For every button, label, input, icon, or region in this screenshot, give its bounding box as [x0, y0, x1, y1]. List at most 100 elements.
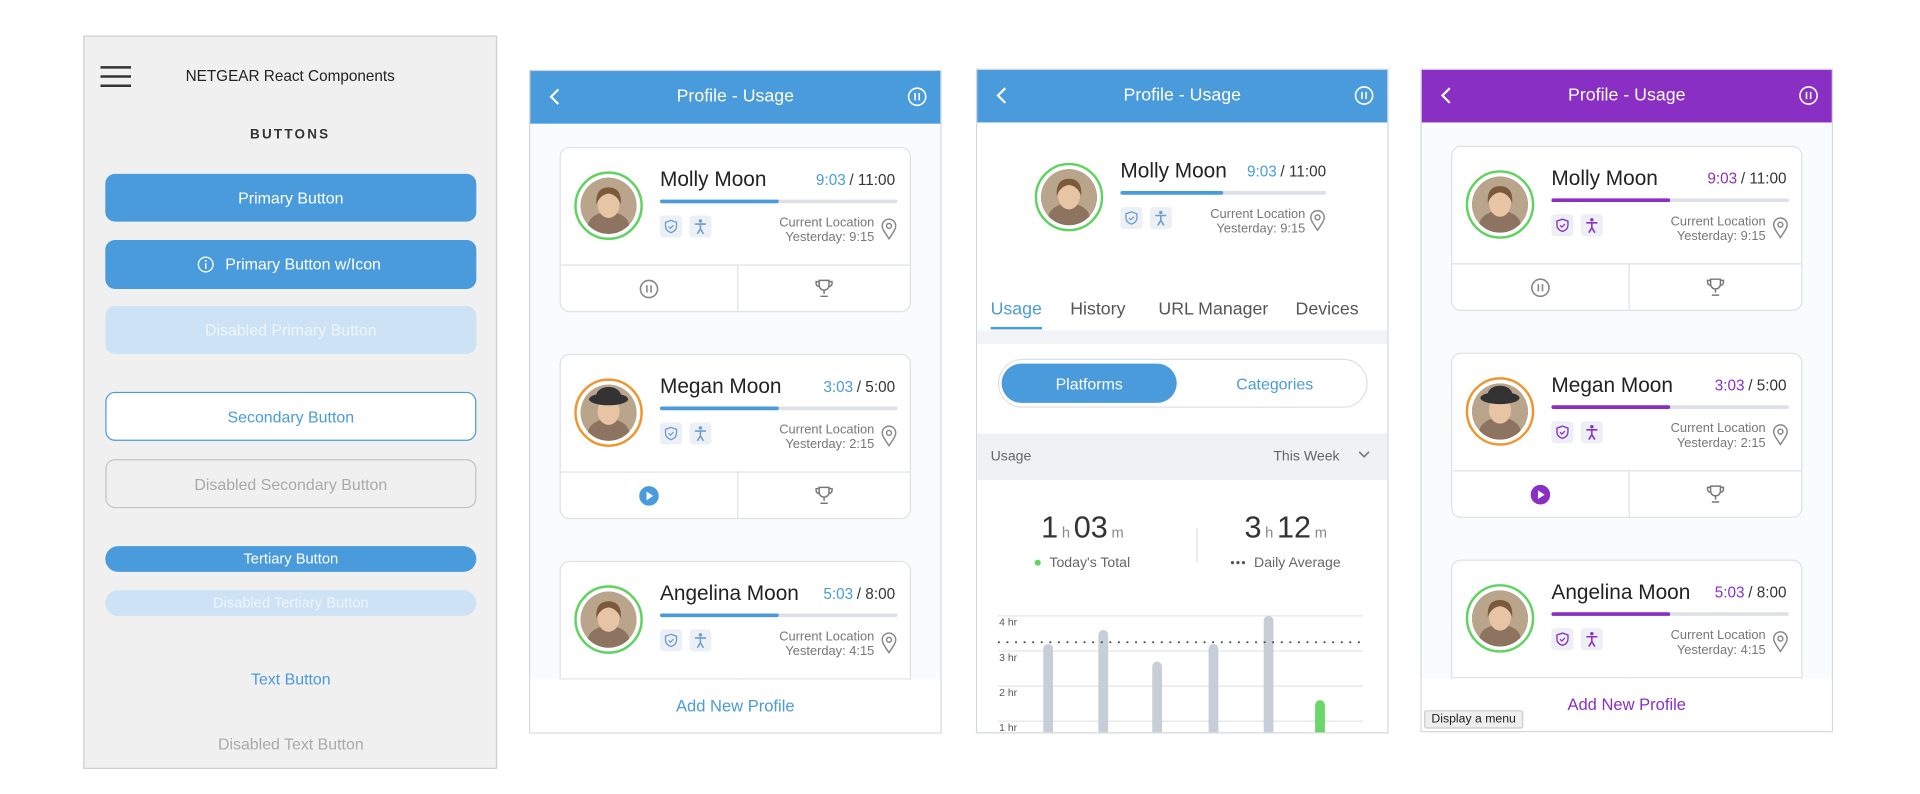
button[interactable]: Secondary Button: [105, 391, 477, 441]
icon-part: [694, 219, 706, 235]
play-button[interactable]: [1530, 484, 1550, 505]
icon-part: [815, 486, 834, 505]
time-limit: / 5:00: [856, 378, 896, 396]
location-label: Current Location: [1670, 214, 1766, 229]
time-usage: 5:03/ 8:00: [823, 585, 895, 602]
icon-part: [1530, 278, 1550, 298]
button[interactable]: Text Button: [105, 665, 476, 694]
icon-part: [1772, 424, 1788, 446]
icon-part: [698, 426, 703, 430]
icon-part: [694, 223, 706, 235]
icon-part: [1586, 222, 1598, 234]
trophy-button[interactable]: [1706, 277, 1726, 297]
icon-part: [1772, 424, 1788, 446]
icon-part: [1556, 632, 1569, 647]
location-pin: [1772, 631, 1789, 653]
tab[interactable]: Usage: [990, 300, 1042, 320]
toggle-option[interactable]: Platforms: [1055, 374, 1123, 394]
icon-part: [1487, 385, 1512, 403]
profile-name: Molly Moon: [1120, 159, 1227, 183]
button-label: Tertiary Button: [243, 549, 339, 567]
icon-part: [1354, 86, 1374, 105]
add-profile-button[interactable]: Add New Profile: [676, 696, 795, 716]
icon-part: [664, 219, 678, 234]
progress-fill: [660, 199, 779, 204]
icon-part: [1586, 218, 1598, 234]
pause-all-button[interactable]: [1799, 86, 1819, 106]
icon-part: [1586, 425, 1598, 441]
trophy-button[interactable]: [815, 485, 835, 505]
y-tick-label: 1 hr: [999, 723, 1017, 733]
shield-badge: [1551, 214, 1574, 237]
icon-part: [549, 88, 560, 105]
icon-part: [1586, 635, 1598, 647]
button[interactable]: Primary Button: [105, 173, 477, 222]
screen-title: Profile - Usage: [1123, 85, 1241, 106]
icon-part: [881, 632, 897, 654]
icon-part: [698, 219, 703, 223]
play-button[interactable]: [638, 486, 659, 506]
progress-track: [1120, 191, 1327, 195]
avatar: [574, 585, 643, 654]
icon-part: [595, 600, 621, 618]
dots-icon: [1231, 560, 1246, 566]
tab[interactable]: URL Manager: [1158, 300, 1269, 320]
button[interactable]: Tertiary Button: [105, 546, 477, 572]
usage-bar: Usage This Week: [977, 433, 1388, 481]
last-seen: Yesterday: 9:15: [1216, 221, 1306, 237]
add-profile-button[interactable]: Add New Profile: [1567, 695, 1686, 714]
pause-all-button[interactable]: [1354, 86, 1374, 106]
icon-part: [549, 88, 560, 105]
button[interactable]: Disabled Text Button: [105, 730, 476, 759]
icon-part: [1242, 561, 1246, 565]
location-pin: [880, 632, 897, 654]
icon-part: [1358, 451, 1370, 458]
tab[interactable]: Devices: [1295, 300, 1359, 320]
last-seen: Yesterday: 2:15: [785, 437, 875, 452]
icon-part: [1556, 425, 1569, 440]
pause-button[interactable]: [1530, 278, 1550, 298]
bar: [1152, 661, 1163, 733]
time-usage: 3:03/ 5:00: [1715, 377, 1787, 394]
period-select[interactable]: This Week: [1273, 449, 1340, 465]
profile-screen: Profile - Usage Molly Moon 9:03/ 11:00 Curr…: [528, 69, 942, 734]
minute-unit: m: [1314, 524, 1327, 542]
icon-part: [1155, 210, 1167, 226]
pause-button[interactable]: [639, 279, 659, 299]
profile-name: Megan Moon: [660, 374, 782, 398]
button[interactable]: Disabled Secondary Button: [105, 459, 477, 509]
back-button[interactable]: [996, 86, 1008, 106]
trophy-button[interactable]: [1706, 484, 1726, 504]
back-button[interactable]: [549, 87, 561, 107]
location-pin: [880, 218, 897, 241]
tab[interactable]: History: [1070, 300, 1126, 320]
info-icon: [197, 256, 214, 273]
components-panel: NETGEAR React Components BUTTONS Primary B…: [83, 35, 498, 769]
icon-part: [885, 222, 893, 230]
section-title: BUTTONS: [250, 127, 331, 143]
toggle-option[interactable]: Categories: [1236, 374, 1314, 394]
usage-chart: 1 hr 2 hr 3 hr 4 hr: [997, 615, 1363, 733]
person-badge: [689, 422, 712, 445]
menu-icon[interactable]: [100, 65, 132, 88]
back-button[interactable]: [1440, 86, 1452, 106]
time-limit: / 8:00: [1748, 584, 1787, 602]
icon-part: [1707, 278, 1725, 296]
icon-part: [587, 418, 629, 441]
button[interactable]: Primary Button w/Icon: [105, 240, 477, 289]
button[interactable]: Disabled Primary Button: [105, 306, 477, 354]
button-label: Disabled Secondary Button: [194, 475, 388, 494]
time-used: 3:03: [823, 378, 854, 396]
trophy-button[interactable]: [815, 278, 835, 298]
icon-part: [1777, 221, 1784, 228]
last-seen: Yesterday: 9:15: [1676, 228, 1766, 244]
total-label: Daily Average: [1188, 556, 1384, 571]
y-tick-label: 4 hr: [999, 618, 1017, 629]
button[interactable]: Disabled Tertiary Button: [105, 590, 477, 616]
shield-badge: [1551, 628, 1574, 651]
time-limit: / 11:00: [1740, 170, 1787, 188]
pause-all-button[interactable]: [907, 87, 927, 107]
time-used: 5:03: [1714, 584, 1745, 602]
last-seen: Yesterday: 4:15: [785, 644, 875, 659]
